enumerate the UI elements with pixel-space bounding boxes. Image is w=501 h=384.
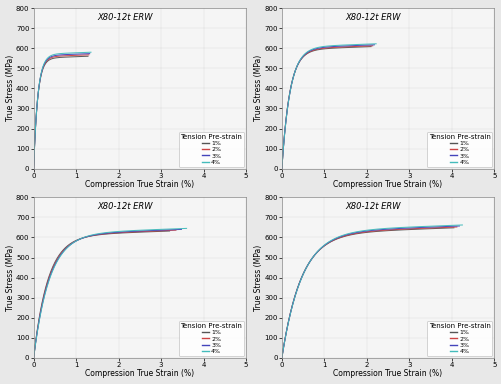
- Text: X80-12t ERW: X80-12t ERW: [97, 202, 152, 211]
- Text: X80-12t ERW: X80-12t ERW: [345, 13, 400, 22]
- Y-axis label: True Stress (MPa): True Stress (MPa): [254, 245, 262, 311]
- Legend: 1%, 2%, 3%, 4%: 1%, 2%, 3%, 4%: [426, 321, 491, 356]
- Legend: 1%, 2%, 3%, 4%: 1%, 2%, 3%, 4%: [426, 132, 491, 167]
- Legend: 1%, 2%, 3%, 4%: 1%, 2%, 3%, 4%: [178, 321, 243, 356]
- Y-axis label: True Stress (MPa): True Stress (MPa): [6, 55, 15, 121]
- X-axis label: Compression True Strain (%): Compression True Strain (%): [85, 180, 194, 189]
- Y-axis label: True Stress (MPa): True Stress (MPa): [6, 245, 15, 311]
- X-axis label: Compression True Strain (%): Compression True Strain (%): [85, 369, 194, 379]
- X-axis label: Compression True Strain (%): Compression True Strain (%): [333, 369, 442, 379]
- Legend: 1%, 2%, 3%, 4%: 1%, 2%, 3%, 4%: [178, 132, 243, 167]
- Y-axis label: True Stress (MPa): True Stress (MPa): [254, 55, 262, 121]
- Text: X80-12t ERW: X80-12t ERW: [97, 13, 152, 22]
- X-axis label: Compression True Strain (%): Compression True Strain (%): [333, 180, 442, 189]
- Text: X80-12t ERW: X80-12t ERW: [345, 202, 400, 211]
